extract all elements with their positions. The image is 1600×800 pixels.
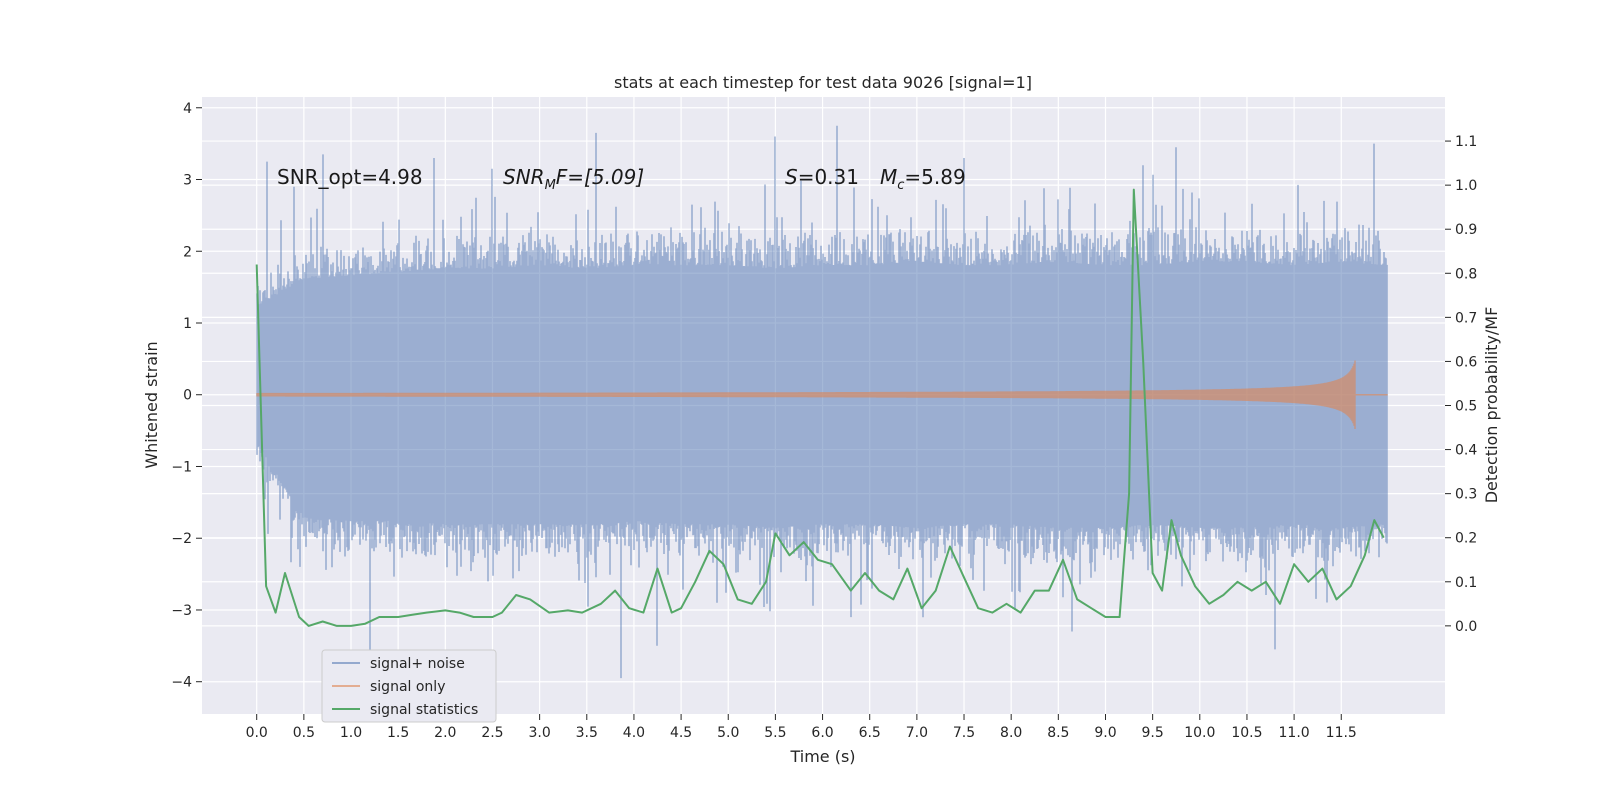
x-tick-label: 6.5 (859, 725, 881, 741)
y-left-tick-label: 2 (183, 244, 192, 260)
x-tick-label: 7.5 (953, 725, 975, 741)
y-axis-left-title: Whitened strain (142, 341, 161, 468)
y-right-tick-label: 0.8 (1455, 266, 1477, 282)
y-right-tick-label: 0.1 (1455, 575, 1477, 591)
y-right-tick-label: 1.0 (1455, 178, 1477, 194)
x-tick-label: 1.5 (387, 725, 409, 741)
y-left-tick-label: −4 (171, 675, 192, 691)
annotation-snr-opt: SNR_opt=4.98 (277, 165, 423, 189)
x-tick-label: 1.0 (340, 725, 362, 741)
x-tick-label: 0.0 (246, 725, 268, 741)
x-axis-title: Time (s) (789, 747, 855, 766)
y-left-tick-label: 1 (183, 316, 192, 332)
x-tick-label: 11.0 (1279, 725, 1310, 741)
x-tick-label: 2.0 (434, 725, 456, 741)
legend: signal+ noise signal only signal statist… (321, 649, 497, 723)
y-right-tick-label: 0.5 (1455, 399, 1477, 415)
y-right-tick-label: 1.1 (1455, 134, 1477, 150)
y-right-tick-label: 0.4 (1455, 443, 1477, 459)
y-left-tick-label: 4 (183, 101, 192, 117)
y-left-tick-label: −3 (171, 603, 192, 619)
series-signal-statistics (255, 188, 1385, 627)
y-right-tick-label: 0.0 (1455, 619, 1477, 635)
legend-label-signal-only: signal only (370, 679, 445, 695)
x-tick-label: 4.5 (670, 725, 692, 741)
y-left-tick-label: 3 (183, 173, 192, 189)
x-tick-label: 4.0 (623, 725, 645, 741)
y-axis-right-title: Detection probability/MF (1482, 307, 1501, 504)
legend-label-signal-statistics: signal statistics (370, 702, 478, 718)
x-tick-label: 8.5 (1047, 725, 1069, 741)
legend-box (321, 649, 497, 723)
y-right-tick-label: 0.7 (1455, 310, 1477, 326)
annotation-mc: Mc=5.89 (880, 165, 966, 193)
x-tick-label: 10.0 (1184, 725, 1215, 741)
x-tick-label: 9.5 (1142, 725, 1164, 741)
y-left-tick-label: −1 (171, 459, 192, 475)
x-tick-label: 9.0 (1094, 725, 1116, 741)
x-tick-label: 0.5 (293, 725, 315, 741)
axes: 0.0 0.5 1.0 1.5 2.0 2.5 3.0 3.5 4.0 4.5 5.0 5.5 6.0 6… (171, 101, 1477, 741)
x-tick-label: 5.0 (717, 725, 739, 741)
annotation-s: S=0.31 (785, 165, 859, 189)
y-right-tick-label: 0.2 (1455, 531, 1477, 547)
x-tick-label: 8.0 (1000, 725, 1022, 741)
y-right-tick-label: 0.9 (1455, 222, 1477, 238)
y-right-tick-label: 0.3 (1455, 487, 1477, 503)
x-tick-label: 7.0 (906, 725, 928, 741)
y-left-tick-label: −2 (171, 531, 192, 547)
x-tick-label: 5.5 (764, 725, 786, 741)
annotation-snr-mf: SNRMF=[5.09] (503, 165, 644, 193)
x-tick-label: 2.5 (481, 725, 503, 741)
series-signal-only (256, 360, 1388, 429)
legend-label-signal-noise: signal+ noise (370, 656, 465, 672)
x-tick-label: 10.5 (1231, 725, 1262, 741)
y-left-tick-label: 0 (183, 388, 192, 404)
x-tick-label: 3.5 (576, 725, 598, 741)
x-tick-label: 6.0 (811, 725, 833, 741)
x-tick-label: 3.0 (528, 725, 550, 741)
y-right-tick-label: 0.6 (1455, 354, 1477, 370)
chart-title: stats at each timestep for test data 902… (614, 73, 1032, 92)
data-layer (255, 125, 1388, 679)
x-tick-label: 11.5 (1326, 725, 1357, 741)
